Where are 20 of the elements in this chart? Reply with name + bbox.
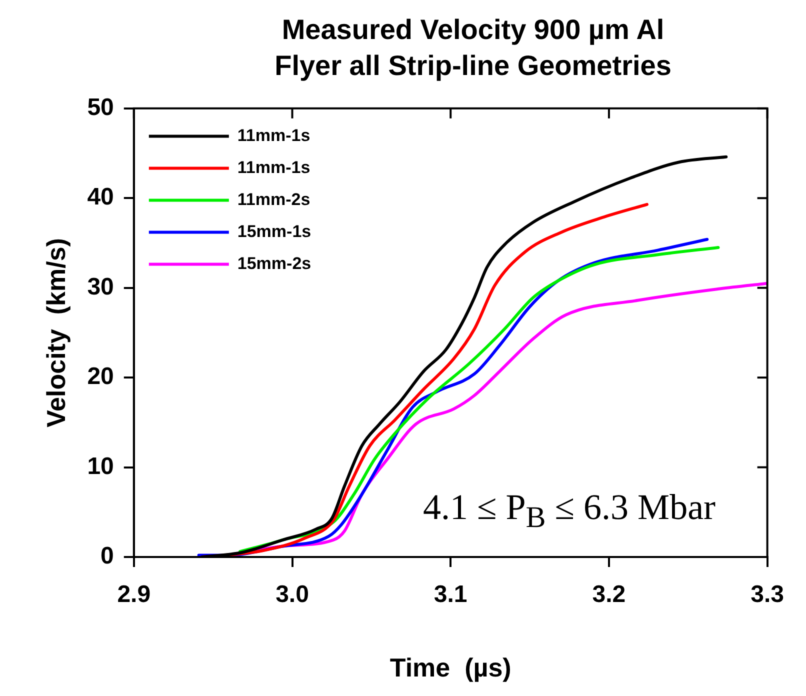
legend-label: 15mm-1s <box>237 222 312 241</box>
x-tick-label: 3.2 <box>592 581 626 608</box>
legend-label: 11mm-2s <box>237 190 310 209</box>
x-tick-label: 3.3 <box>750 581 784 608</box>
y-tick-label: 10 <box>87 452 114 480</box>
y-tick-label: 40 <box>87 184 114 211</box>
legend-label: 11mm-1s <box>237 158 310 177</box>
y-axis-title: Velocity (km/s) <box>40 238 71 428</box>
y-tick-label: 50 <box>87 94 114 122</box>
y-tick-label: 20 <box>87 363 114 390</box>
x-tick-label: 2.9 <box>117 581 151 608</box>
x-axis-title: Time (µs) <box>390 652 512 683</box>
y-tick-label: 30 <box>87 273 114 300</box>
x-tick-label: 3.0 <box>276 581 309 608</box>
legend-label: 11mm-1s <box>237 126 310 145</box>
y-tick-label: 0 <box>100 542 114 570</box>
annotation: 4.1 ≤ P$_{B}$ ≤ 6.3 Mbar <box>423 486 716 536</box>
legend-label: 15mm-2s <box>237 254 312 273</box>
chart-title: Measured Velocity 900 µm Al Flyer all Strip-line Geometries <box>274 13 672 83</box>
x-tick-label: 3.1 <box>434 581 468 608</box>
